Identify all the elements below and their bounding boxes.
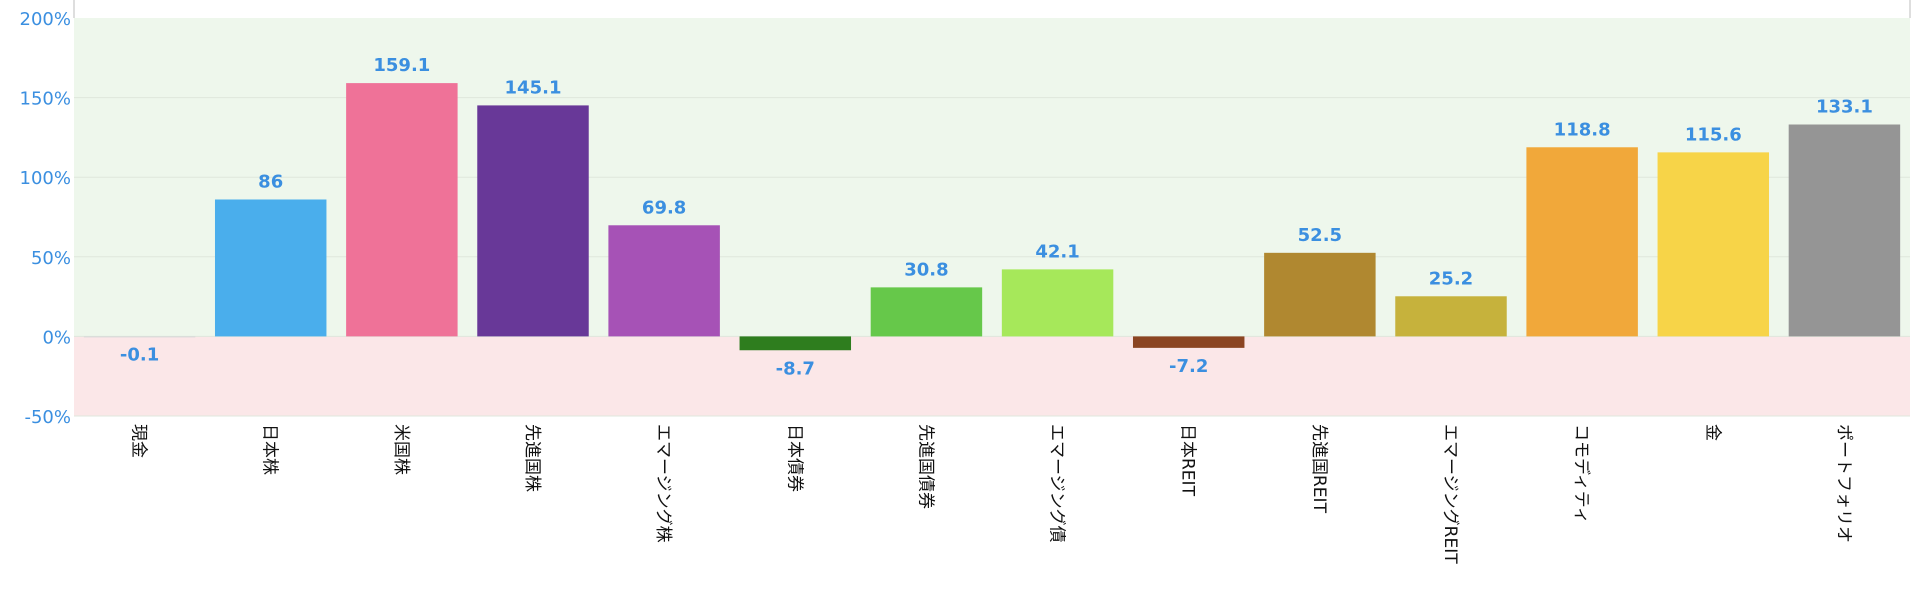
y-tick-label: 150% [20,89,71,110]
x-tick-label: 米国株 [391,424,411,475]
data-label: 159.1 [373,55,430,76]
negative-zone [74,336,1910,416]
bar [346,83,458,337]
data-label: 69.8 [642,197,686,218]
bar [83,336,196,338]
bar [477,105,589,337]
data-label: 133.1 [1816,97,1873,118]
bar [1132,336,1245,348]
data-label: 52.5 [1298,225,1342,246]
y-tick-label: -50% [24,407,71,428]
y-tick-label: 200% [20,9,71,30]
x-tick-label: エマージングREIT [1440,424,1460,564]
bar [608,225,720,337]
data-label: 25.2 [1429,268,1473,289]
y-tick-label: 50% [31,248,71,269]
bar [870,287,983,337]
data-label: 145.1 [505,77,562,98]
bar [1264,252,1376,337]
y-tick-label: 0% [42,327,71,348]
x-tick-label: 先進国株 [522,424,542,492]
y-tick-label: 100% [20,168,71,189]
x-tick-label: エマージング株 [653,424,673,543]
bar [1788,124,1901,337]
x-tick-label: エマージング債 [1047,424,1067,543]
bar [1001,269,1114,337]
bar [214,199,327,337]
data-label: 86 [258,171,283,192]
x-tick-label: 先進国REIT [1309,424,1329,514]
x-tick-label: 先進国債券 [915,424,935,509]
bar [1395,296,1507,337]
data-label: 118.8 [1554,119,1611,140]
x-tick-label: 金 [1702,424,1722,441]
data-label: 30.8 [904,259,948,280]
bar [1657,152,1770,337]
data-label: 115.6 [1685,124,1742,145]
data-label: 42.1 [1035,241,1079,262]
x-tick-label: コモディティ [1571,424,1592,524]
data-label: -7.2 [1169,356,1208,377]
x-tick-label: 日本株 [260,424,280,475]
x-tick-label: 日本債券 [784,424,804,492]
x-tick-label: ポートフォリオ [1833,424,1853,543]
x-tick-label: 日本REIT [1178,424,1198,497]
x-tick-label: 現金 [129,424,149,458]
data-label: -0.1 [120,345,159,366]
bar [739,336,852,351]
bar [1526,147,1638,337]
data-label: -8.7 [776,358,815,379]
